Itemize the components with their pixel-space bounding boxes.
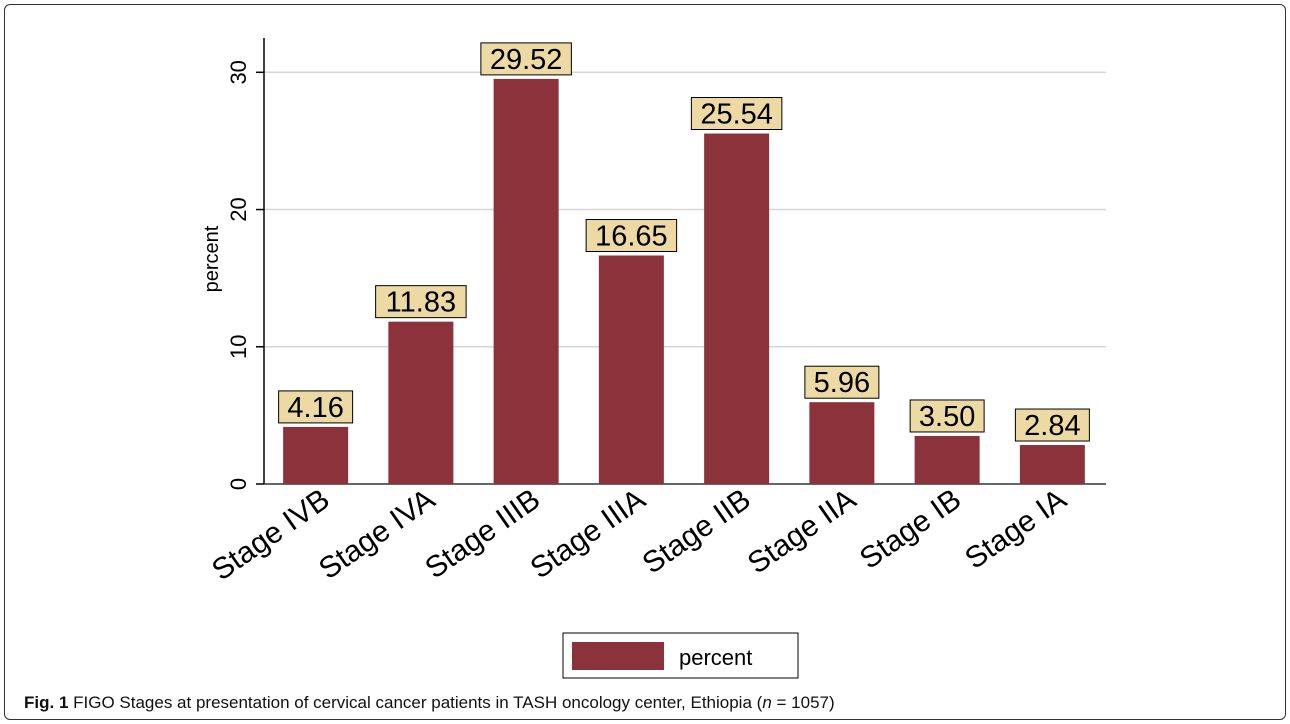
data-label-box <box>690 97 783 131</box>
category-label: Stage IB <box>854 483 967 576</box>
data-label: 29.52 <box>490 44 563 76</box>
category-label: Stage IIB <box>637 483 757 581</box>
y-tick-label: 30 <box>226 60 251 84</box>
category-label: Stage IIA <box>742 483 862 581</box>
bar <box>1019 445 1085 484</box>
data-label-box <box>804 365 880 399</box>
category-label: Stage IIIB <box>419 483 546 586</box>
data-label: 25.54 <box>700 99 773 131</box>
data-label: 11.83 <box>386 287 456 319</box>
data-label-box <box>909 399 985 433</box>
y-axis-title: percent <box>201 225 223 292</box>
caption-text-end: = 1057) <box>771 693 835 712</box>
bar <box>388 321 454 484</box>
category-label: Stage IA <box>959 483 1072 576</box>
data-labels: 4.16 11.83 29.52 16.65 25.54 5.96 3.50 2.84 <box>278 42 1090 442</box>
caption-text: FIGO Stages at presentation of cervical … <box>68 693 763 712</box>
bar <box>914 435 980 484</box>
data-label: 16.65 <box>595 221 668 253</box>
y-ticks: 0 10 20 30 <box>226 60 264 490</box>
data-label: 5.96 <box>814 367 870 399</box>
data-label-box <box>480 42 572 76</box>
data-label: 3.50 <box>919 401 975 433</box>
bars <box>283 78 1085 484</box>
data-label-box <box>585 219 678 253</box>
data-label-box <box>278 390 354 424</box>
category-label: Stage IVB <box>206 483 336 588</box>
bar <box>704 133 770 484</box>
caption-figure-number: Fig. 1 <box>24 693 69 712</box>
category-label: Stage IIIA <box>525 483 652 586</box>
bar <box>493 78 559 484</box>
figure-caption: Fig. 1 FIGO Stages at presentation of ce… <box>24 693 835 713</box>
data-label-box <box>1014 408 1090 442</box>
legend-swatch <box>572 642 664 670</box>
data-label-box <box>375 285 467 319</box>
legend-label: percent <box>679 645 752 670</box>
bar <box>283 426 349 484</box>
bar <box>598 255 664 484</box>
data-label: 2.84 <box>1024 410 1080 442</box>
category-label: Stage IVA <box>313 483 441 586</box>
caption-n-symbol: n <box>762 693 772 712</box>
legend: percent <box>562 632 799 679</box>
bar <box>809 402 875 484</box>
y-tick-label: 0 <box>226 478 251 490</box>
y-tick-label: 20 <box>226 197 251 221</box>
y-tick-label: 10 <box>226 335 251 359</box>
data-label: 4.16 <box>287 392 343 424</box>
